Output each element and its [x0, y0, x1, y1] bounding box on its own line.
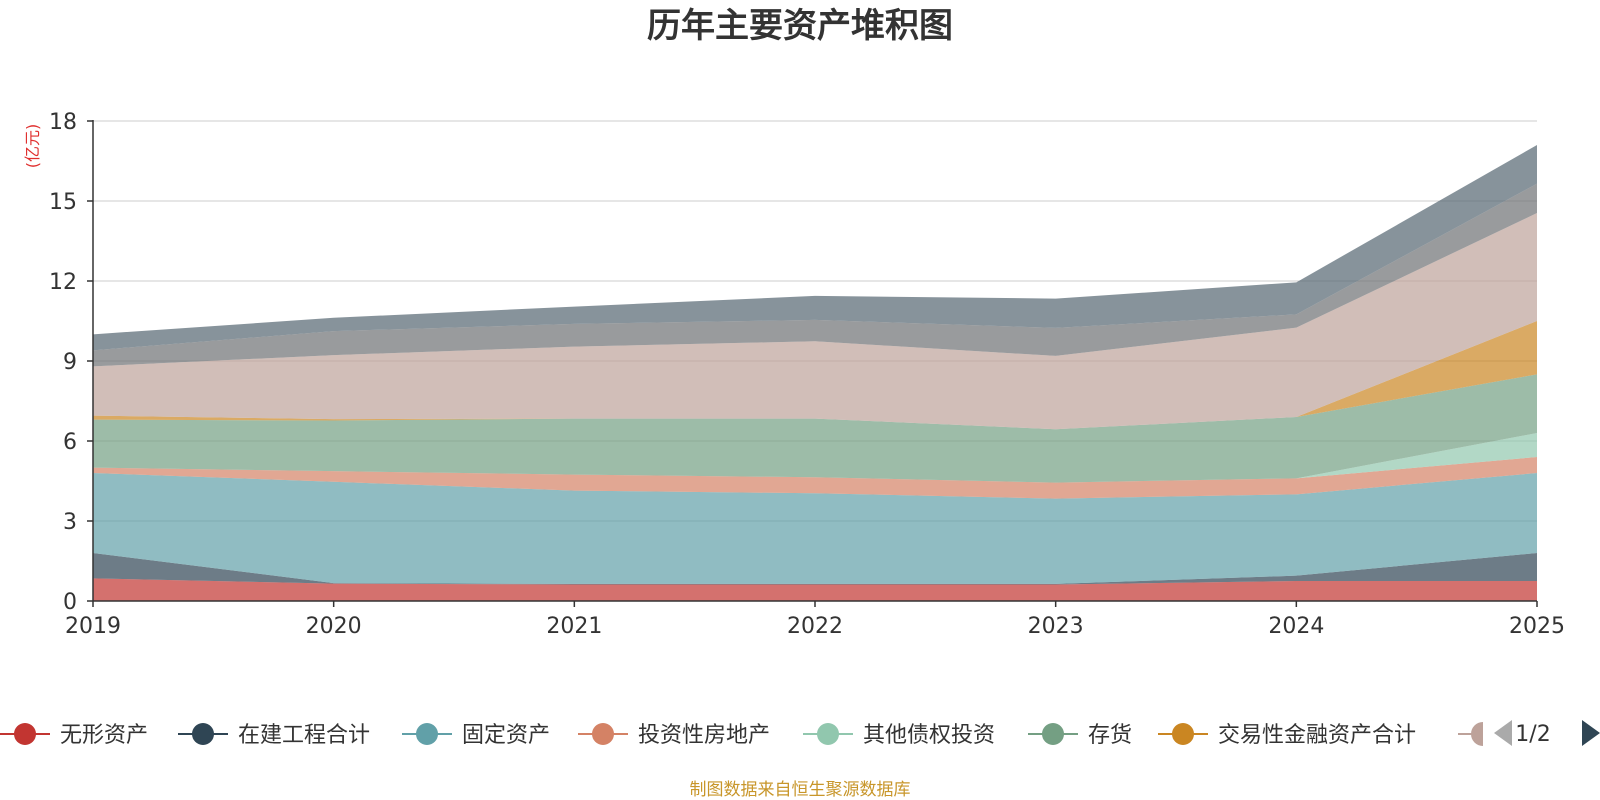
legend-page-indicator: 1/2 — [1515, 722, 1550, 747]
area-series — [93, 374, 1537, 483]
legend-marker-icon — [14, 723, 36, 745]
legend-item-partial[interactable] — [1458, 722, 1483, 746]
legend-marker-icon — [817, 723, 839, 745]
data-source-note: 制图数据来自恒生聚源数据库 — [690, 780, 911, 800]
legend-label: 存货 — [1088, 723, 1132, 748]
area-series — [93, 183, 1537, 367]
legend-prev-page-icon[interactable] — [1494, 720, 1512, 746]
y-axis-unit-label: (亿元) — [23, 124, 42, 169]
legend-label: 其他债权投资 — [863, 723, 995, 748]
legend-label: 在建工程合计 — [238, 723, 370, 748]
area-series — [93, 213, 1537, 430]
legend-label: 固定资产 — [462, 723, 550, 748]
legend-item[interactable]: 投资性房地产 — [578, 723, 770, 748]
legend-item[interactable]: 其他债权投资 — [803, 723, 995, 748]
legend-label: 投资性房地产 — [638, 723, 770, 748]
legend-item[interactable]: 固定资产 — [402, 723, 550, 748]
x-tick-label: 2023 — [1028, 614, 1084, 639]
area-series-group — [93, 145, 1537, 601]
y-tick-label: 0 — [63, 590, 77, 615]
y-tick-label: 6 — [63, 430, 77, 455]
legend-marker-icon — [416, 723, 438, 745]
x-tick-label: 2025 — [1509, 614, 1565, 639]
legend-item[interactable]: 存货 — [1028, 723, 1132, 748]
area-series — [93, 473, 1537, 584]
y-tick-label: 9 — [63, 350, 77, 375]
legend-item[interactable]: 交易性金融资产合计 — [1158, 723, 1416, 748]
legend-next-page-icon[interactable] — [1582, 720, 1600, 746]
legend-pager: 1/2 — [1494, 720, 1600, 747]
x-tick-label: 2020 — [306, 614, 362, 639]
legend-marker-icon — [1471, 722, 1483, 746]
y-tick-label: 15 — [49, 190, 77, 215]
legend-marker-icon — [1042, 723, 1064, 745]
y-tick-label: 3 — [63, 510, 77, 535]
chart-title: 历年主要资产堆积图 — [647, 6, 953, 46]
legend-label: 无形资产 — [60, 723, 148, 748]
area-series — [93, 321, 1537, 430]
area-series — [93, 457, 1537, 499]
legend-label: 交易性金融资产合计 — [1218, 723, 1416, 748]
y-tick-label: 12 — [49, 270, 77, 295]
y-tick-label: 18 — [49, 110, 77, 135]
x-axis-ticks: 2019 2020 2021 2022 2023 2024 2025 — [65, 601, 1565, 639]
x-tick-label: 2021 — [546, 614, 602, 639]
legend-marker-icon — [1172, 723, 1194, 745]
legend-item[interactable]: 无形资产 — [0, 723, 148, 748]
x-tick-label: 2024 — [1268, 614, 1324, 639]
area-series — [93, 553, 1537, 585]
legend-marker-icon — [192, 723, 214, 745]
legend-marker-icon — [592, 723, 614, 745]
x-tick-label: 2019 — [65, 614, 121, 639]
x-tick-label: 2022 — [787, 614, 843, 639]
area-series — [93, 145, 1537, 351]
area-series — [93, 578, 1537, 601]
legend-item[interactable]: 在建工程合计 — [178, 723, 370, 748]
y-axis-ticks: 0 3 6 9 12 15 18 — [49, 110, 93, 615]
legend: 无形资产 在建工程合计 固定资产 投资性房地产 其他债权投资 存货 交易性金融资产合计 — [0, 722, 1483, 748]
